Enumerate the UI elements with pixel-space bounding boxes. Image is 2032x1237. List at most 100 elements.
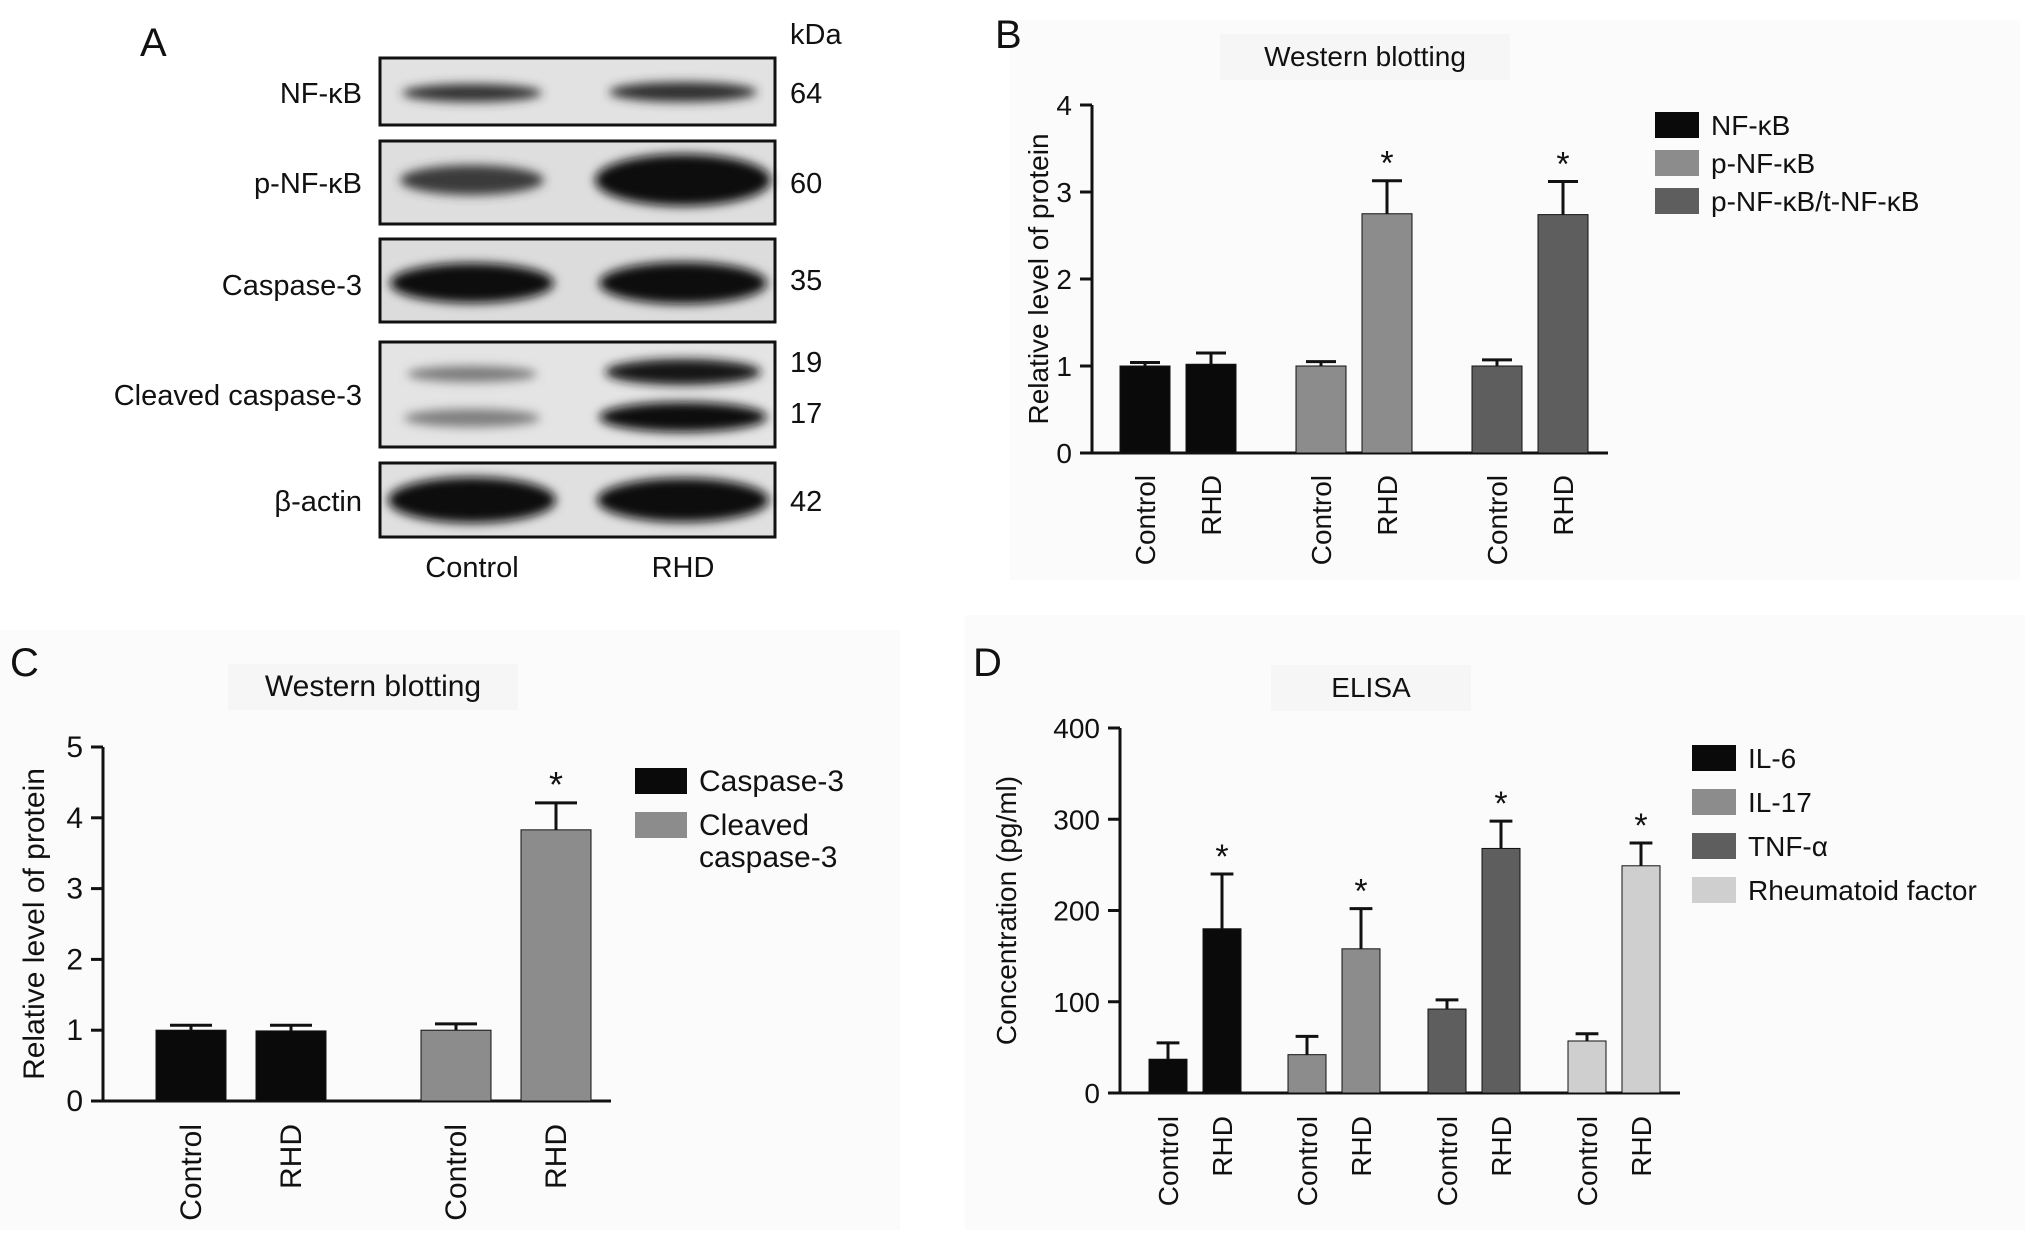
chart-d-x-tick-label: RHD [1626, 1116, 1657, 1177]
band-cleaved-19-control [407, 366, 537, 382]
chart-b-significance-marker: * [1556, 146, 1569, 184]
band-beta-actin-control [388, 477, 556, 523]
chart-c-x-tick-label: Control [175, 1124, 208, 1221]
chart-d-significance-marker: * [1494, 785, 1507, 823]
chart-d-bar-tnf-rhd [1481, 847, 1521, 1094]
chart-d-legend-label: IL-6 [1748, 743, 1796, 774]
chart-d-y-tick-label: 300 [1053, 804, 1100, 835]
chart-c-y-tick-label: 3 [66, 873, 83, 906]
panel-d-letter: D [973, 641, 1002, 685]
band-p-nf-kb-control [400, 165, 544, 195]
chart-d-bar-tnf-control [1427, 1008, 1467, 1094]
chart-c-bar-cleaved-caspase-3-rhd [520, 829, 592, 1102]
chart-b-bar-p-nf-b-t-nf-b-control [1471, 365, 1523, 454]
chart-d-x-tick-label: Control [1572, 1116, 1603, 1206]
chart-c-legend-swatch [635, 768, 687, 794]
chart-b-y-tick-label: 2 [1056, 264, 1072, 295]
chart-c-y-tick-label: 4 [66, 802, 83, 835]
row-label-caspase-3: Caspase-3 [222, 270, 362, 302]
chart-b-significance-marker: * [1380, 145, 1393, 183]
chart-d-legend-swatch [1692, 877, 1736, 903]
lane-label-control: Control [425, 552, 519, 584]
panel-c-background [0, 630, 900, 1230]
kda-cleaved-19: 19 [790, 347, 822, 379]
chart-c-legend-swatch [635, 812, 687, 838]
chart-d-y-tick-label: 200 [1053, 896, 1100, 927]
chart-b-y-tick-label: 1 [1056, 351, 1072, 382]
chart-d-bar-il-6-rhd [1202, 928, 1242, 1094]
chart-c-bar-caspase-3-rhd [255, 1030, 327, 1102]
chart-b-x-tick-label: Control [1306, 475, 1337, 565]
chart-c-y-tick-label: 0 [66, 1085, 83, 1118]
chart-d-x-tick-label: Control [1153, 1116, 1184, 1206]
band-cleaved-17-rhd [599, 402, 767, 432]
band-cleaved-17-control [404, 409, 540, 427]
chart-c-title-backdrop [228, 664, 518, 710]
chart-c-x-tick-label: RHD [275, 1124, 308, 1189]
chart-b-y-label: Relative level of protein [1023, 133, 1054, 424]
chart-d-bar-il-17-rhd [1341, 948, 1381, 1094]
kda-caspase-3: 35 [790, 265, 822, 297]
chart-d-x-tick-label: Control [1432, 1116, 1463, 1206]
panel-b-letter: B [995, 13, 1022, 57]
chart-d-title-backdrop [1271, 665, 1471, 711]
chart-d-y-tick-label: 400 [1053, 713, 1100, 744]
chart-b-bar-p-nf-b-control [1295, 365, 1347, 454]
chart-c-y-tick-label: 5 [66, 731, 83, 764]
chart-d-y-tick-label: 0 [1084, 1078, 1100, 1109]
chart-b-legend-swatch [1655, 188, 1699, 214]
chart-d-y-label: Concentration (pg/ml) [991, 776, 1022, 1045]
chart-b-legend-swatch [1655, 150, 1699, 176]
chart-c-title: Western blotting [265, 670, 481, 703]
chart-d-title: ELISA [1331, 672, 1411, 703]
row-label-beta-actin: β-actin [274, 486, 362, 518]
kda-nf-kb: 64 [790, 78, 822, 110]
row-label-cleaved-caspase-3: Cleaved caspase-3 [114, 380, 362, 412]
chart-b-x-tick-label: RHD [1548, 475, 1579, 536]
chart-c: Western blotting 0 1 2 3 4 5 Relative level of … [18, 664, 844, 1221]
chart-b-legend-label: NF-κB [1711, 110, 1790, 141]
chart-b-x-tick-label: RHD [1196, 475, 1227, 536]
chart-c-y-label: Relative level of protein [18, 768, 51, 1080]
chart-b-bar-p-nf-b-t-nf-b-rhd [1537, 214, 1589, 454]
chart-b-legend-label: p-NF-κB/t-NF-κB [1711, 186, 1919, 217]
chart-b-legend-label: p-NF-κB [1711, 148, 1815, 179]
lane-label-rhd: RHD [652, 552, 715, 584]
kda-cleaved-17: 17 [790, 398, 822, 430]
band-nf-kb-control [402, 84, 542, 102]
chart-c-legend-label: Cleaved caspase-3 [699, 809, 837, 874]
chart-b-y-tick-label: 3 [1056, 177, 1072, 208]
chart-d-bar-il-6-control [1148, 1058, 1188, 1094]
kda-beta-actin: 42 [790, 486, 822, 518]
chart-b-x-tick-label: RHD [1372, 475, 1403, 536]
kda-p-nf-kb: 60 [790, 168, 822, 200]
panel-b-background [1010, 20, 2020, 580]
chart-c-x-tick-label: Control [440, 1124, 473, 1221]
chart-d-significance-marker: * [1215, 838, 1228, 876]
chart-b-x-tick-label: Control [1482, 475, 1513, 565]
chart-d-bar-rheumatoid-factor-rhd [1621, 865, 1661, 1094]
chart-b-title-backdrop [1220, 34, 1510, 80]
panel-a-western-blot: A kDa NF-κB p-NF-κB Caspase-3 Cleaved ca… [114, 19, 843, 584]
chart-d-x-tick-label: Control [1292, 1116, 1323, 1206]
chart-d-legend-label: TNF-α [1748, 831, 1828, 862]
chart-d-x-tick-label: RHD [1346, 1116, 1377, 1177]
chart-d-x-tick-label: RHD [1207, 1116, 1238, 1177]
band-caspase-3-control [390, 263, 554, 303]
band-beta-actin-rhd [597, 478, 769, 522]
chart-d: ELISA 0 100 200 300 400 Concentration (pg/ml) C… [991, 665, 1977, 1206]
chart-b-x-tick-label: Control [1130, 475, 1161, 565]
chart-b-bar-p-nf-b-rhd [1361, 213, 1413, 454]
chart-c-bar-caspase-3-control [155, 1029, 227, 1102]
chart-c-y-tick-label: 1 [66, 1014, 83, 1047]
row-label-p-nf-kb: p-NF-κB [254, 168, 362, 200]
chart-b-title: Western blotting [1264, 41, 1466, 72]
band-caspase-3-rhd [599, 262, 767, 304]
chart-d-significance-marker: * [1634, 807, 1647, 845]
chart-c-legend-label: Caspase-3 [699, 765, 844, 798]
chart-d-legend-label: Rheumatoid factor [1748, 875, 1977, 906]
chart-c-significance-marker: * [549, 764, 563, 805]
panel-a-letter: A [140, 21, 167, 65]
